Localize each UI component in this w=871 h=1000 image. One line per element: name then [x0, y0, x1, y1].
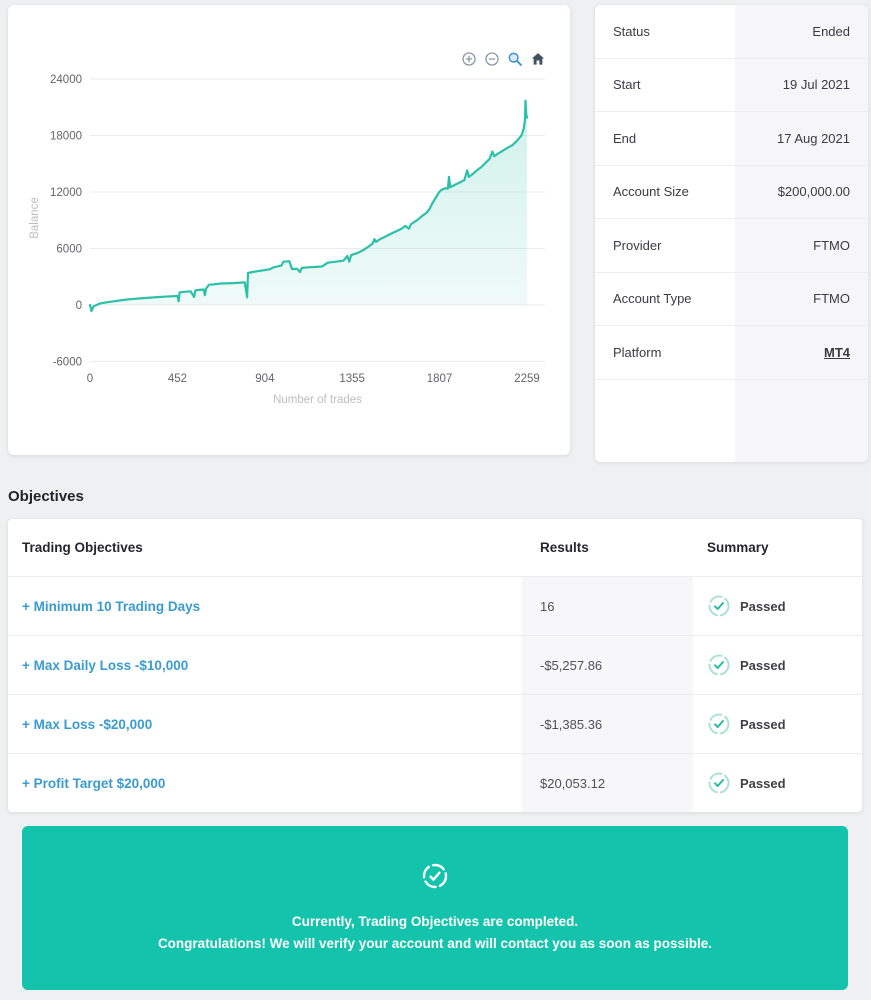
account-size-value: $200,000.00	[735, 165, 868, 218]
completed-check-icon	[420, 861, 450, 896]
provider-value: FTMO	[735, 219, 868, 272]
y-tick-label: -6000	[53, 357, 82, 369]
y-tick-label: 6000	[56, 244, 82, 256]
platform-value-cell: MT4	[735, 326, 868, 379]
y-tick-label: 24000	[50, 74, 82, 86]
info-label: Platform	[595, 326, 735, 379]
header-results: Results	[540, 540, 589, 555]
status-badge: Passed	[740, 775, 786, 791]
y-tick-label: 0	[76, 300, 82, 312]
status-value: Ended	[735, 5, 868, 58]
summary-cell: Passed	[693, 695, 862, 753]
info-row-end: End 17 Aug 2021	[595, 112, 868, 166]
account-type-value: FTMO	[735, 272, 868, 325]
summary-cell: Passed	[693, 577, 862, 635]
zoom-in-icon[interactable]	[461, 51, 477, 67]
passed-check-icon	[708, 772, 730, 794]
balance-area-fill	[90, 100, 527, 312]
status-badge: Passed	[740, 716, 786, 732]
info-value-empty	[735, 379, 868, 462]
x-axis-title: Number of trades	[273, 394, 362, 406]
x-tick-label: 1807	[427, 373, 453, 385]
info-label-empty	[595, 379, 735, 462]
objectives-table: Trading Objectives Results Summary + Min…	[8, 519, 862, 812]
table-row: + Profit Target $20,000 $20,053.12 Passe…	[8, 753, 862, 812]
chart-toolbar	[461, 51, 546, 67]
info-row-status: Status Ended	[595, 5, 868, 59]
result-value: 16	[522, 577, 693, 635]
selection-zoom-icon[interactable]	[507, 51, 523, 67]
y-axis-title: Balance	[29, 197, 41, 239]
x-tick-label: 2259	[514, 373, 540, 385]
result-value: -$5,257.86	[522, 636, 693, 694]
end-date-value: 17 Aug 2021	[735, 112, 868, 165]
info-label: Account Type	[595, 272, 735, 325]
start-date-value: 19 Jul 2021	[735, 58, 868, 111]
summary-cell: Passed	[693, 754, 862, 812]
info-row-start: Start 19 Jul 2021	[595, 58, 868, 112]
balance-line-series	[88, 99, 529, 313]
header-trading-objectives: Trading Objectives	[22, 540, 143, 555]
info-row-platform: Platform MT4	[595, 326, 868, 380]
x-tick-label: 0	[87, 373, 93, 385]
table-row: + Max Loss -$20,000 -$1,385.36 Passed	[8, 694, 862, 753]
status-badge: Passed	[740, 657, 786, 673]
passed-check-icon	[708, 713, 730, 735]
x-tick-label: 1355	[339, 373, 365, 385]
status-badge: Passed	[740, 598, 786, 614]
info-label: Provider	[595, 219, 735, 272]
objectives-table-header: Trading Objectives Results Summary	[8, 519, 862, 576]
objective-link-profit-target[interactable]: + Profit Target $20,000	[22, 775, 166, 791]
info-row-empty	[595, 379, 868, 462]
table-row: + Max Daily Loss -$10,000 -$5,257.86 Pas…	[8, 635, 862, 694]
result-value: $20,053.12	[522, 754, 693, 812]
objective-link-max-daily-loss[interactable]: + Max Daily Loss -$10,000	[22, 657, 189, 673]
balance-area-chart[interactable]: 24000 18000 12000 6000 0 -6000 0 452 904 1355 1807…	[8, 50, 570, 450]
x-tick-label: 904	[255, 373, 275, 385]
y-tick-label: 18000	[50, 131, 82, 143]
info-label: Status	[595, 5, 735, 58]
info-label: Start	[595, 58, 735, 111]
reset-home-icon[interactable]	[530, 51, 546, 67]
passed-check-icon	[708, 654, 730, 676]
info-row-account-type: Account Type FTMO	[595, 272, 868, 326]
info-row-provider: Provider FTMO	[595, 219, 868, 273]
objectives-completed-banner: Currently, Trading Objectives are comple…	[22, 826, 848, 990]
summary-cell: Passed	[693, 636, 862, 694]
x-tick-label: 452	[168, 373, 187, 385]
objectives-heading: Objectives	[8, 488, 84, 505]
info-row-account-size: Account Size $200,000.00	[595, 165, 868, 219]
info-label: Account Size	[595, 165, 735, 218]
table-row: + Minimum 10 Trading Days 16 Passed	[8, 576, 862, 635]
info-label: End	[595, 112, 735, 165]
passed-check-icon	[708, 595, 730, 617]
header-summary: Summary	[707, 540, 769, 555]
banner-message-line1: Currently, Trading Objectives are comple…	[291, 913, 579, 929]
account-info-card: Status Ended Start 19 Jul 2021 End 17 Au…	[595, 5, 868, 462]
balance-chart-card: 24000 18000 12000 6000 0 -6000 0 452 904 1355 1807…	[8, 5, 570, 455]
result-value: -$1,385.36	[522, 695, 693, 753]
objective-link-min-trading-days[interactable]: + Minimum 10 Trading Days	[22, 598, 201, 614]
zoom-out-icon[interactable]	[484, 51, 500, 67]
banner-message-line2: Congratulations! We will verify your acc…	[157, 936, 713, 951]
y-tick-label: 12000	[50, 187, 82, 199]
objective-link-max-loss[interactable]: + Max Loss -$20,000	[22, 716, 153, 732]
platform-link[interactable]: MT4	[824, 344, 850, 360]
